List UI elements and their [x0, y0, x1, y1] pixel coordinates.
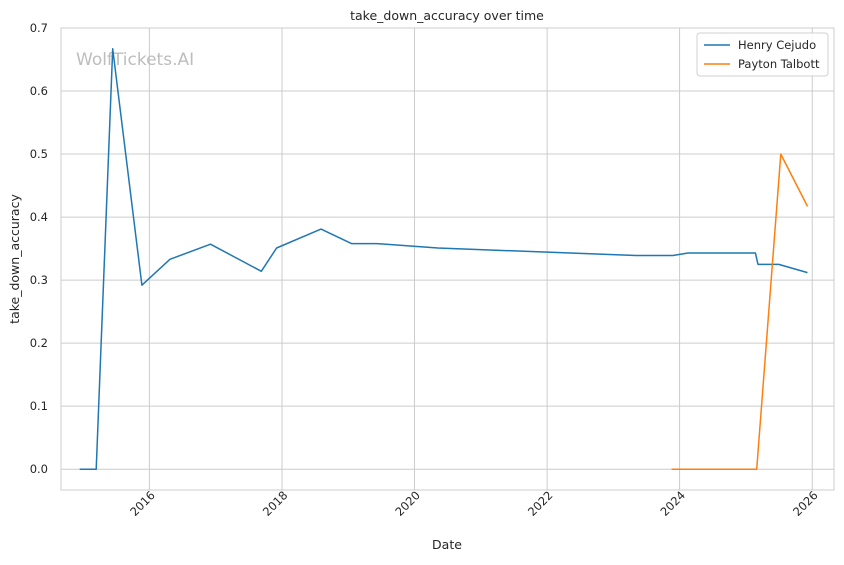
- y-tick-label: 0.1: [30, 399, 48, 413]
- y-tick-label: 0.3: [30, 273, 48, 287]
- y-tick-label: 0.4: [30, 210, 48, 224]
- y-tick-label: 0.7: [30, 21, 48, 35]
- y-tick-label: 0.6: [30, 84, 48, 98]
- chart-title: take_down_accuracy over time: [350, 8, 544, 23]
- legend: Henry Cejudo Payton Talbott: [697, 33, 828, 76]
- y-tick-label: 0.2: [30, 336, 48, 350]
- y-tick-label: 0.5: [30, 147, 48, 161]
- y-axis-label: take_down_accuracy: [7, 194, 22, 324]
- legend-label-1: Payton Talbott: [738, 57, 820, 71]
- watermark-text: WolfTickets.AI: [76, 50, 194, 70]
- x-axis-label: Date: [432, 537, 462, 552]
- legend-label-0: Henry Cejudo: [738, 38, 816, 52]
- y-tick-label: 0.0: [30, 462, 48, 476]
